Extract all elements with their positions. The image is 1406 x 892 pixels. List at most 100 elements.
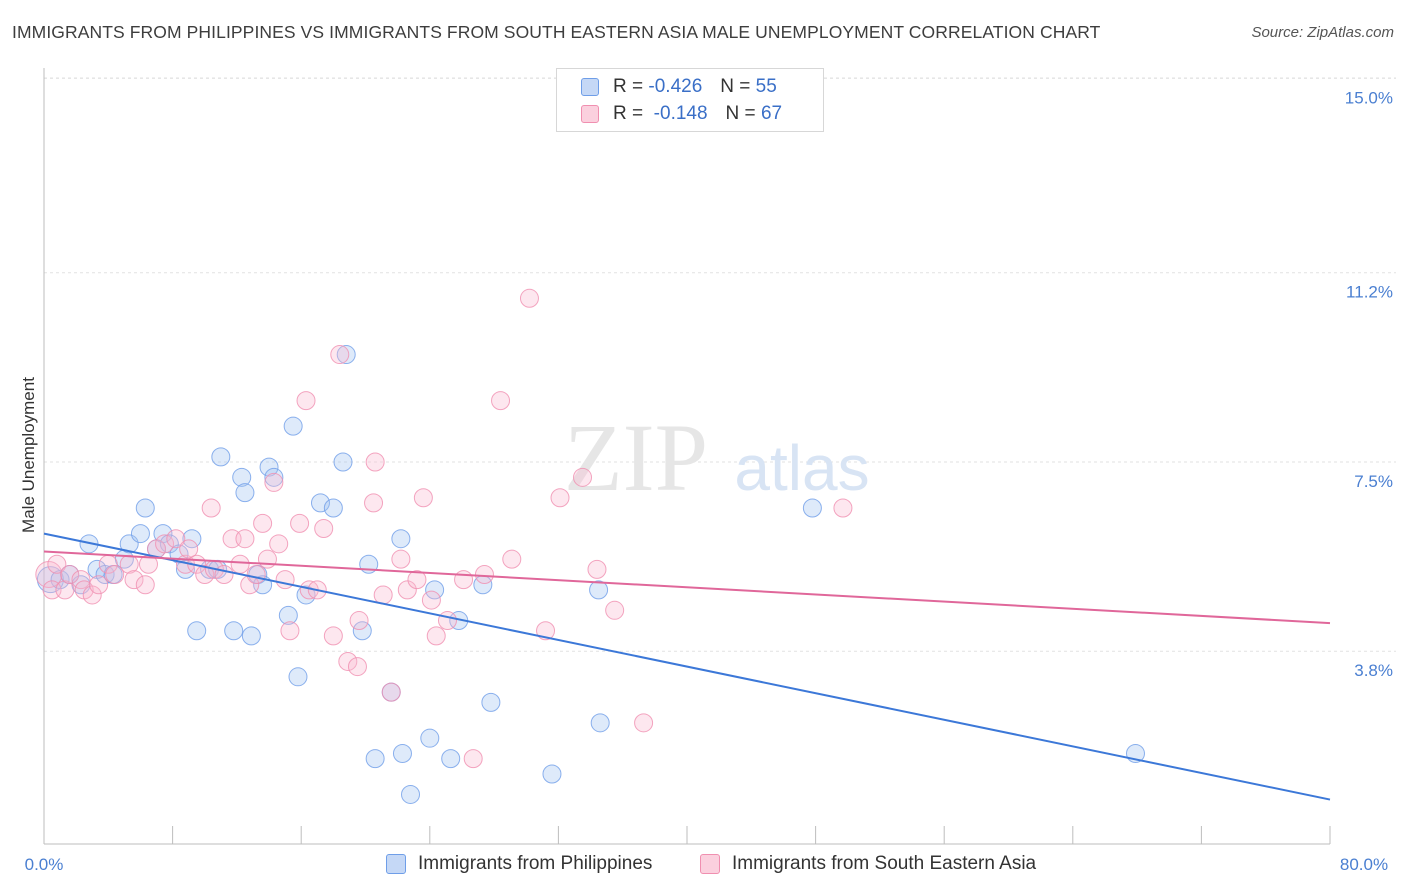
data-point — [333, 452, 353, 472]
data-point — [264, 467, 284, 487]
y-tick-label: 11.2% — [1346, 283, 1393, 302]
data-point — [166, 529, 186, 549]
data-point — [550, 488, 570, 508]
data-point — [235, 483, 255, 503]
data-point — [589, 580, 609, 600]
data-point — [159, 534, 179, 554]
data-point — [397, 580, 417, 600]
data-point — [365, 749, 385, 769]
data-point — [179, 539, 199, 559]
data-point — [187, 621, 207, 641]
data-point — [391, 549, 411, 569]
data-point — [241, 626, 261, 646]
legend-n-label: N = — [725, 103, 756, 124]
data-point — [373, 585, 393, 605]
legend-swatch-blue — [581, 78, 599, 96]
series-swatch-blue — [386, 854, 406, 874]
data-point — [259, 457, 279, 477]
data-point — [135, 498, 155, 518]
data-point — [425, 580, 445, 600]
data-point — [55, 580, 75, 600]
data-point — [587, 559, 607, 579]
legend-row-philippines: R = -0.426 N = 55 — [581, 74, 777, 100]
data-point — [269, 534, 289, 554]
data-point — [502, 549, 522, 569]
data-point — [105, 565, 125, 585]
data-point — [590, 713, 610, 733]
data-point — [365, 452, 385, 472]
data-points — [35, 288, 1145, 804]
data-point — [323, 626, 343, 646]
data-point — [605, 600, 625, 620]
data-point — [175, 559, 195, 579]
data-point — [283, 416, 303, 436]
data-point — [336, 345, 356, 365]
data-point — [310, 493, 330, 513]
data-point — [232, 467, 252, 487]
data-point — [347, 657, 367, 677]
data-point — [407, 570, 427, 590]
watermark: ZIP atlas — [564, 404, 870, 511]
data-point — [296, 391, 316, 411]
data-point — [280, 621, 300, 641]
correlation-legend: R = -0.426 N = 55 R = -0.148 N = 67 — [556, 68, 824, 132]
axes — [43, 68, 1331, 845]
data-point — [230, 554, 250, 574]
data-point — [536, 621, 556, 641]
watermark-zip: ZIP — [564, 404, 708, 511]
y-tick-label: 15.0% — [1345, 88, 1393, 107]
data-point — [47, 554, 67, 574]
data-point — [441, 749, 461, 769]
trend-line — [43, 550, 1331, 625]
legend-r-value: -0.148 — [653, 103, 708, 124]
data-point — [481, 692, 501, 712]
data-point — [50, 570, 70, 590]
legend-n-label: N = — [720, 76, 751, 97]
data-point — [573, 467, 593, 487]
x-tick-label-max: 80.0% — [1340, 855, 1388, 874]
data-point — [130, 524, 150, 544]
data-point — [437, 611, 457, 631]
data-point — [381, 682, 401, 702]
x-tick-label-min: 0.0% — [25, 855, 64, 874]
data-point — [89, 575, 109, 595]
series-legend-se-asia: Immigrants from South Eastern Asia — [700, 850, 1036, 878]
data-point — [802, 498, 822, 518]
data-point — [330, 345, 350, 365]
trend-line — [43, 532, 1331, 801]
data-point — [95, 565, 115, 585]
data-point — [401, 784, 421, 804]
legend-row-se-asia: R = -0.148 N = 67 — [581, 101, 782, 127]
data-point — [288, 667, 308, 687]
data-point — [833, 498, 853, 518]
data-point — [182, 529, 202, 549]
data-point — [491, 391, 511, 411]
data-point — [201, 498, 221, 518]
data-point — [474, 565, 494, 585]
series-label: Immigrants from Philippines — [418, 853, 653, 874]
data-point — [323, 498, 343, 518]
data-point — [155, 534, 175, 554]
data-point — [463, 749, 483, 769]
data-point — [264, 472, 284, 492]
legend-swatch-pink — [581, 105, 599, 123]
data-point — [257, 549, 277, 569]
axis-labels: 3.8% 7.5% 11.2% 15.0% 0.0% 80.0% — [25, 88, 1393, 874]
series-swatch-pink — [700, 854, 720, 874]
data-point — [421, 590, 441, 610]
data-point — [135, 575, 155, 595]
chart-title: IMMIGRANTS FROM PHILIPPINES VS IMMIGRANT… — [12, 22, 1101, 42]
y-tick-label: 7.5% — [1354, 472, 1393, 491]
data-point — [454, 570, 474, 590]
data-point — [542, 764, 562, 784]
data-point — [224, 621, 244, 641]
legend-n-value: 67 — [760, 103, 783, 124]
data-point — [253, 513, 273, 533]
data-point — [349, 611, 369, 631]
watermark-atlas: atlas — [734, 432, 869, 504]
data-point — [290, 513, 310, 533]
y-axis-label: Male Unemployment — [19, 377, 38, 533]
data-point — [352, 621, 372, 641]
legend-r-label: R = — [613, 76, 644, 97]
data-point — [314, 518, 334, 538]
